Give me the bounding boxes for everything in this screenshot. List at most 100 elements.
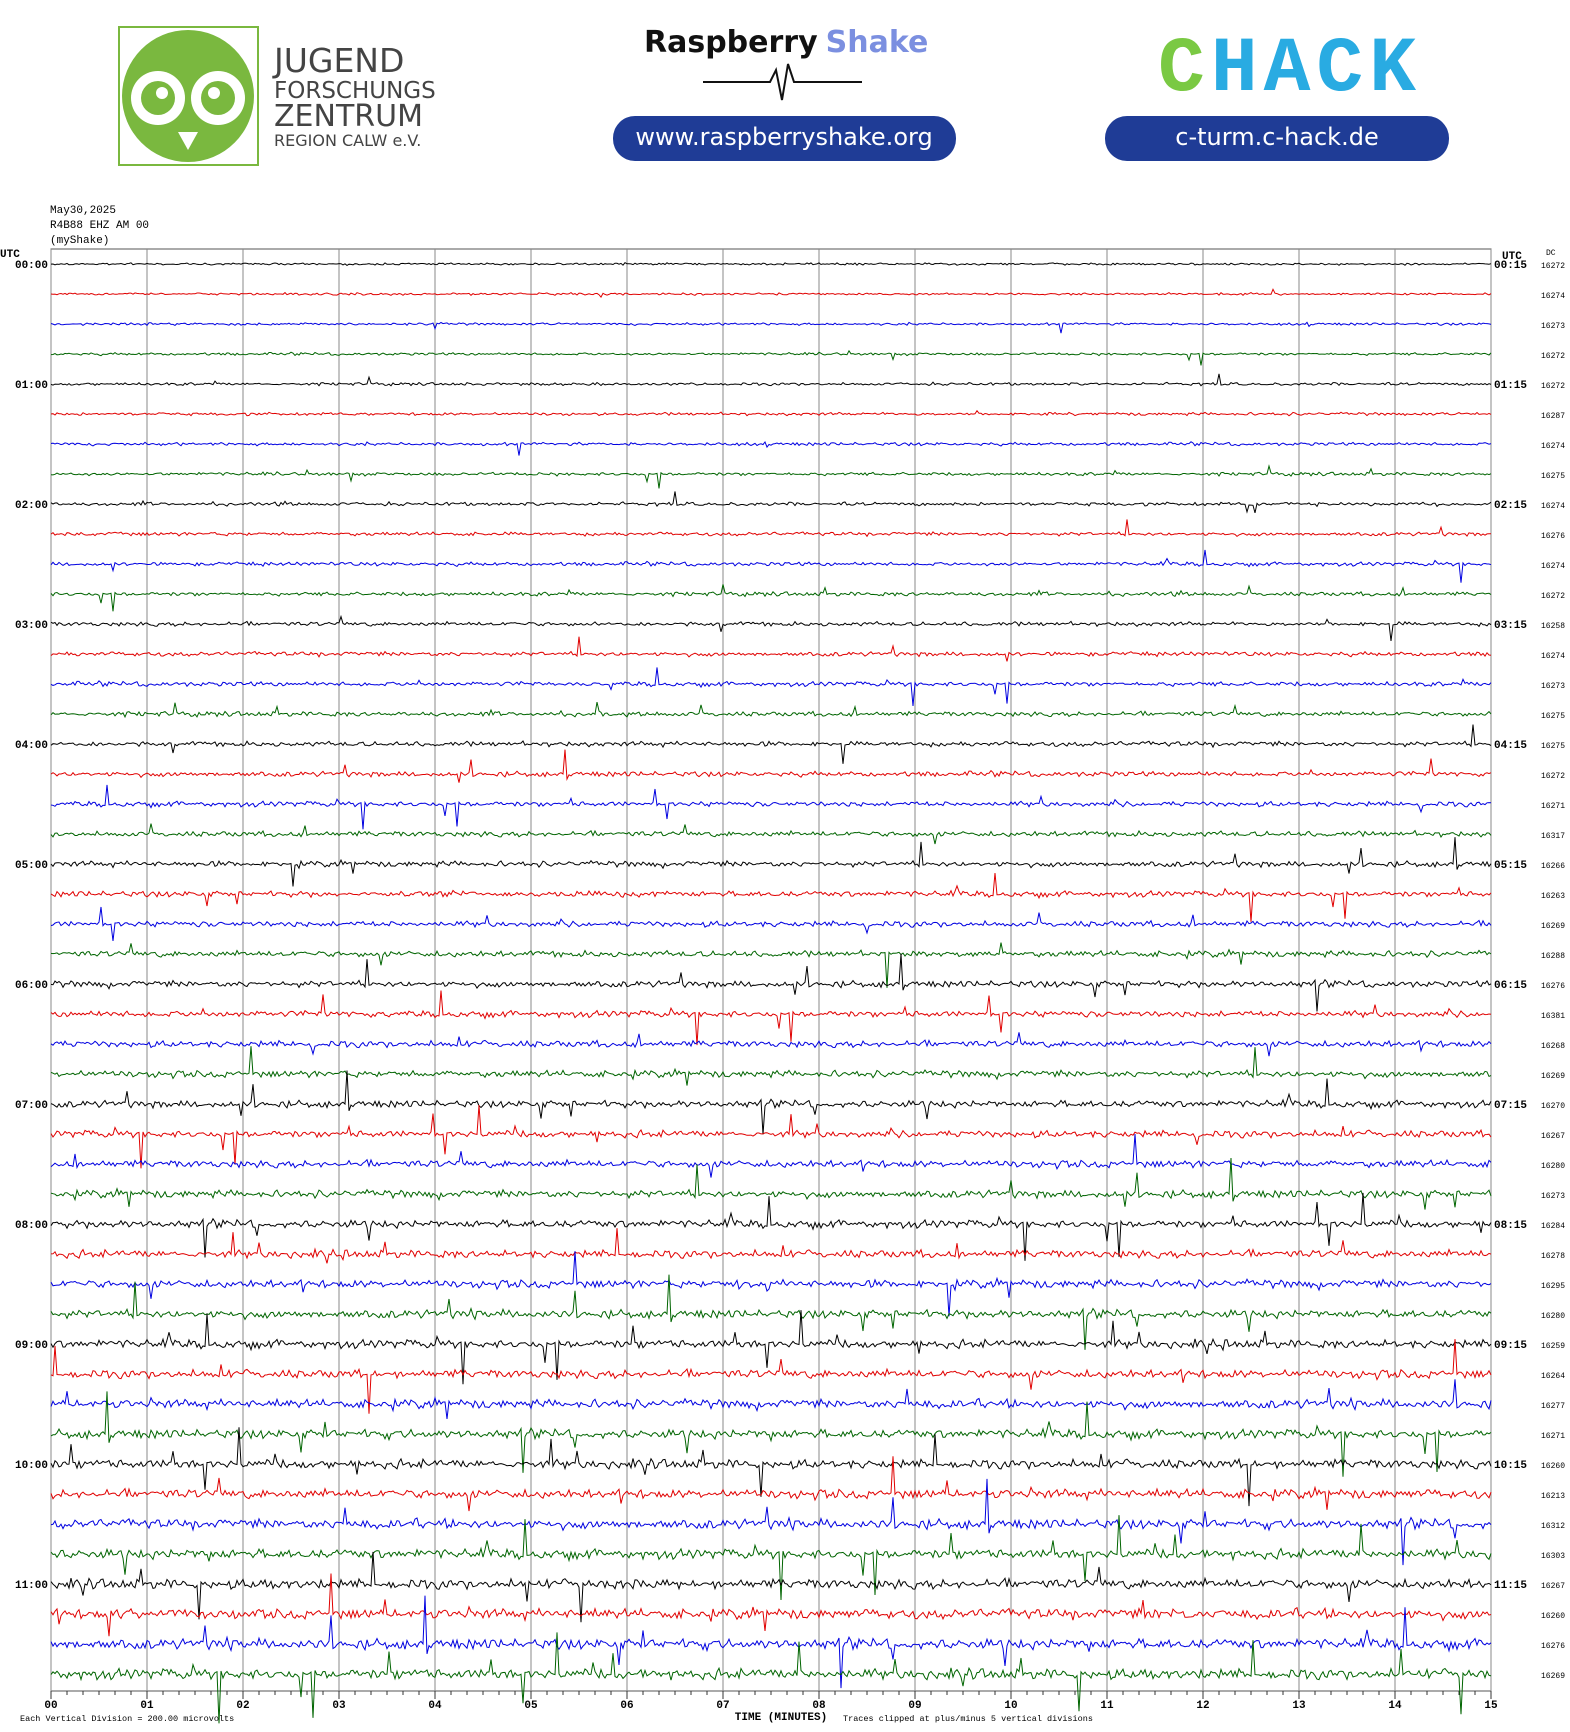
- trace: [50, 823, 1492, 845]
- trace: [50, 1515, 1492, 1601]
- dc-value: 16259: [1541, 1342, 1565, 1351]
- brand-url[interactable]: www.raspberryshake.org: [635, 123, 932, 151]
- org-line: ZENTRUM: [274, 99, 423, 134]
- trace: [50, 749, 1492, 783]
- trace: [50, 262, 1492, 267]
- right-time-label: 01:15: [1494, 380, 1527, 392]
- trace: [50, 724, 1492, 764]
- chack-url-pill[interactable]: [1105, 116, 1449, 161]
- trace: [50, 784, 1492, 830]
- trace: [50, 837, 1492, 887]
- trace: [50, 1228, 1492, 1264]
- trace: [50, 1251, 1492, 1317]
- dc-value: 16303: [1541, 1552, 1565, 1561]
- x-axis-title: TIME (MINUTES): [735, 1712, 827, 1724]
- dc-value: 16275: [1541, 472, 1565, 481]
- org-line: FORSCHUNGS: [274, 78, 436, 104]
- x-tick-label: 11: [1100, 1700, 1114, 1712]
- trace: [50, 1274, 1492, 1350]
- footer-left: Each Vertical Division = 200.00 microvol…: [20, 1714, 234, 1724]
- trace: [50, 1157, 1492, 1210]
- source: (myShake): [50, 235, 109, 247]
- trace: [50, 1133, 1492, 1178]
- dc-value: 16258: [1541, 622, 1565, 631]
- dc-value: 16274: [1541, 292, 1565, 301]
- x-tick-label: 07: [716, 1700, 729, 1712]
- x-tick-label: 08: [812, 1700, 826, 1712]
- dc-value: 16267: [1541, 1132, 1565, 1141]
- plot-frame: [50, 248, 1492, 1692]
- dc-value: 16273: [1541, 1192, 1565, 1201]
- left-time-label: 10:00: [15, 1460, 48, 1472]
- trace: [50, 1427, 1492, 1507]
- left-time-label: 08:00: [15, 1220, 48, 1232]
- x-tick-label: 03: [332, 1700, 346, 1712]
- right-time-label: 04:15: [1494, 740, 1527, 752]
- station-info: May30,2025 R4B88 EHZ AM 00 (myShake) UTC…: [0, 205, 1556, 263]
- x-tick-label: 04: [428, 1700, 442, 1712]
- footer-right: Traces clipped at plus/minus 5 vertical …: [843, 1714, 1093, 1724]
- dc-value: 16273: [1541, 322, 1565, 331]
- right-time-label: 02:15: [1494, 500, 1527, 512]
- trace: [50, 1104, 1492, 1169]
- chack-c: C: [1158, 26, 1211, 114]
- dc-value: 16275: [1541, 712, 1565, 721]
- trace: [50, 349, 1492, 366]
- trace: [50, 1456, 1492, 1512]
- dc-value: 16280: [1541, 1312, 1565, 1321]
- trace: [50, 1632, 1492, 1724]
- trace: [50, 1379, 1492, 1419]
- trace: [50, 1070, 1492, 1135]
- left-time-label: 07:00: [15, 1100, 48, 1112]
- trace: [50, 549, 1492, 583]
- trace: [50, 440, 1492, 456]
- dc-value: 16264: [1541, 1372, 1565, 1381]
- station: R4B88 EHZ AM 00: [50, 220, 149, 232]
- right-time-label: 05:15: [1494, 860, 1527, 872]
- right-time-label: 06:15: [1494, 980, 1527, 992]
- trace: [50, 990, 1492, 1046]
- dc-value: 16266: [1541, 862, 1565, 871]
- left-time-label: 02:00: [15, 500, 48, 512]
- trace: [50, 701, 1492, 719]
- x-tick-label: 12: [1196, 1700, 1209, 1712]
- dc-value: 16317: [1541, 832, 1565, 841]
- dc-value: 16312: [1541, 1522, 1565, 1531]
- dc-value: 16272: [1541, 382, 1565, 391]
- x-tick-label: 10: [1004, 1700, 1017, 1712]
- dc-value: 16275: [1541, 742, 1565, 751]
- date: May30,2025: [50, 205, 116, 217]
- dc-value: 16276: [1541, 532, 1565, 541]
- dc-value: 16268: [1541, 1042, 1565, 1051]
- chack-logo: CHACK: [1158, 26, 1422, 114]
- right-time-label: 10:15: [1494, 1460, 1527, 1472]
- trace: [50, 1595, 1492, 1689]
- dc-value: 16213: [1541, 1492, 1565, 1501]
- org-name: JUGEND FORSCHUNGS ZENTRUM REGION CALW e.…: [272, 41, 436, 150]
- trace: [50, 906, 1492, 941]
- org-line: REGION CALW e.V.: [274, 131, 421, 150]
- dc-value: 16274: [1541, 442, 1565, 451]
- trace: [50, 1339, 1492, 1414]
- right-time-label: 09:15: [1494, 1340, 1527, 1352]
- dc-value: 16295: [1541, 1282, 1565, 1291]
- x-tick-label: 02: [236, 1700, 249, 1712]
- chack-url[interactable]: c-turm.c-hack.de: [1175, 123, 1378, 151]
- trace: [50, 1046, 1492, 1086]
- trace: [50, 519, 1492, 538]
- left-time-label: 00:00: [15, 260, 48, 272]
- x-tick-label: 09: [908, 1700, 921, 1712]
- chack-rest: HACK: [1211, 26, 1422, 114]
- dc-value: 16381: [1541, 1012, 1565, 1021]
- right-time-label: 08:15: [1494, 1220, 1527, 1232]
- dc-value: 16280: [1541, 1162, 1565, 1171]
- brand-url-pill[interactable]: [613, 116, 956, 161]
- dc-value: 16276: [1541, 982, 1565, 991]
- trace: [50, 614, 1492, 642]
- dc-value: 16271: [1541, 802, 1565, 811]
- brand-wave: [703, 63, 862, 101]
- left-time-label: 06:00: [15, 980, 48, 992]
- left-axis-label: UTC: [0, 249, 20, 261]
- right-time-label: 03:15: [1494, 620, 1527, 632]
- dc-value: 16263: [1541, 892, 1565, 901]
